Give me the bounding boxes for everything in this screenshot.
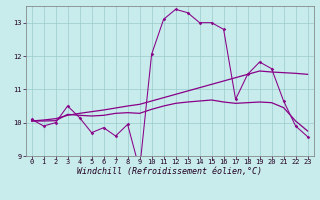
X-axis label: Windchill (Refroidissement éolien,°C): Windchill (Refroidissement éolien,°C) <box>77 167 262 176</box>
